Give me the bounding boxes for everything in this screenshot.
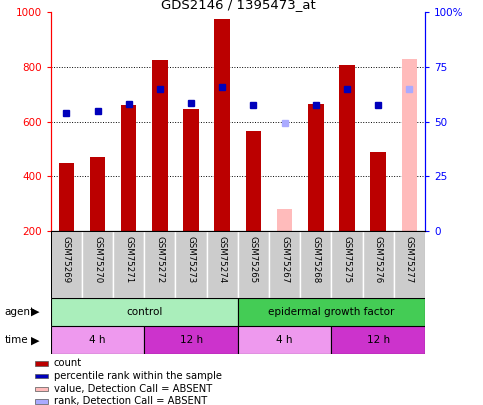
Text: GSM75273: GSM75273 [186, 236, 196, 284]
Bar [144, 326, 238, 354]
Text: GSM75269: GSM75269 [62, 236, 71, 284]
Bar [51, 298, 238, 326]
Bar [35, 399, 48, 404]
Bar [183, 109, 199, 231]
Bar [51, 326, 144, 354]
Text: GSM75268: GSM75268 [312, 236, 320, 284]
Bar [152, 60, 168, 231]
Bar [214, 19, 230, 231]
Text: percentile rank within the sample: percentile rank within the sample [54, 371, 222, 381]
Bar [331, 231, 363, 298]
Text: 12 h: 12 h [367, 335, 390, 345]
Text: 4 h: 4 h [276, 335, 293, 345]
Bar [331, 326, 425, 354]
Bar [35, 386, 48, 391]
Text: epidermal growth factor: epidermal growth factor [268, 307, 395, 317]
Bar [300, 231, 331, 298]
Text: GSM75276: GSM75276 [374, 236, 383, 284]
Bar [82, 231, 113, 298]
Bar [308, 104, 324, 231]
Bar [35, 374, 48, 378]
Text: GSM75265: GSM75265 [249, 236, 258, 284]
Bar [339, 66, 355, 231]
Bar [113, 231, 144, 298]
Text: 4 h: 4 h [89, 335, 106, 345]
Text: time: time [5, 335, 28, 345]
Title: GDS2146 / 1395473_at: GDS2146 / 1395473_at [160, 0, 315, 11]
Bar [121, 105, 137, 231]
Bar [238, 326, 331, 354]
Bar [394, 231, 425, 298]
Bar [51, 231, 82, 298]
Text: GSM75267: GSM75267 [280, 236, 289, 284]
Text: ▶: ▶ [31, 307, 40, 317]
Text: count: count [54, 358, 82, 369]
Bar [370, 151, 386, 231]
Text: GSM75271: GSM75271 [124, 236, 133, 284]
Text: 12 h: 12 h [180, 335, 203, 345]
Text: value, Detection Call = ABSENT: value, Detection Call = ABSENT [54, 384, 212, 394]
Text: rank, Detection Call = ABSENT: rank, Detection Call = ABSENT [54, 396, 207, 405]
Text: control: control [126, 307, 162, 317]
Bar [269, 231, 300, 298]
Text: agent: agent [5, 307, 35, 317]
Bar [144, 231, 175, 298]
Bar [402, 59, 417, 231]
Bar [238, 298, 425, 326]
Text: GSM75275: GSM75275 [342, 236, 352, 284]
Bar [207, 231, 238, 298]
Bar [238, 231, 269, 298]
Bar [90, 157, 105, 231]
Bar [175, 231, 207, 298]
Text: GSM75277: GSM75277 [405, 236, 414, 284]
Bar [35, 361, 48, 366]
Text: ▶: ▶ [31, 335, 40, 345]
Text: GSM75272: GSM75272 [156, 236, 164, 284]
Bar [58, 162, 74, 231]
Bar [277, 209, 293, 231]
Text: GSM75270: GSM75270 [93, 236, 102, 284]
Bar [363, 231, 394, 298]
Bar [246, 131, 261, 231]
Text: GSM75274: GSM75274 [218, 236, 227, 284]
